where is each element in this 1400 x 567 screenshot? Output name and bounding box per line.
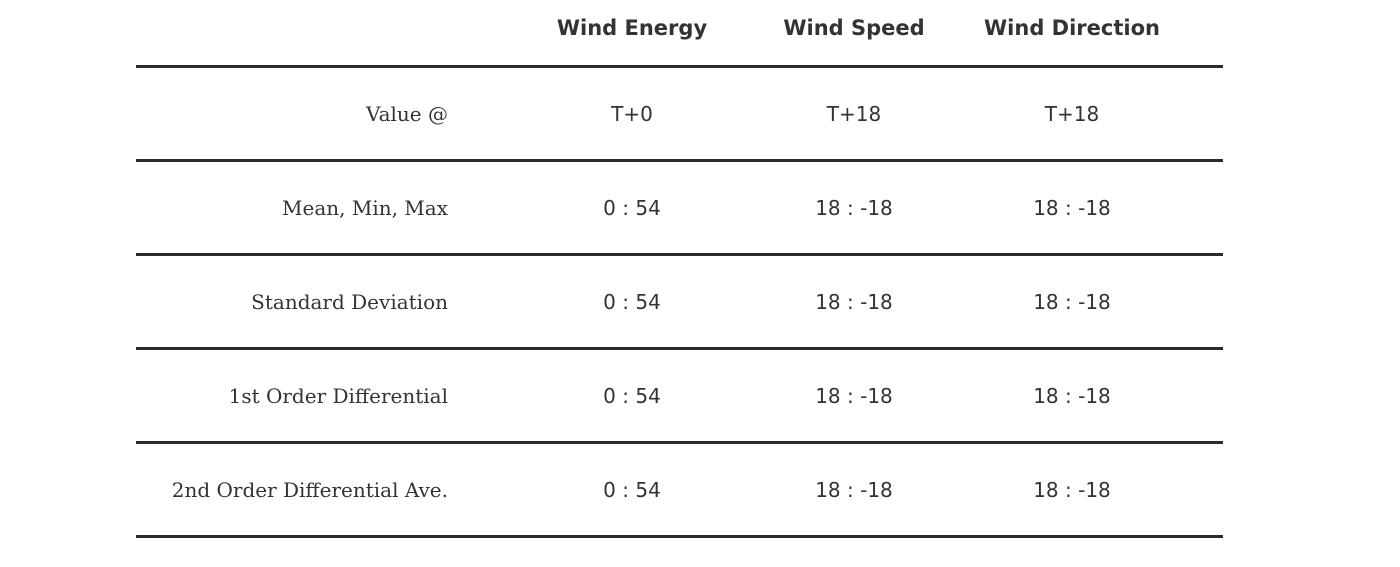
table-cell: 18 : -18 (1033, 477, 1111, 502)
table-cell: 18 : -18 (1033, 289, 1111, 314)
row-label: Mean, Min, Max (282, 195, 448, 220)
table-row: Mean, Min, Max 0 : 54 18 : -18 18 : -18 (136, 162, 1223, 256)
row-label: Standard Deviation (251, 289, 448, 314)
column-header-wind-speed: Wind Speed (783, 15, 925, 40)
table-cell: 0 : 54 (603, 289, 661, 314)
table-cell: T+18 (1044, 101, 1100, 126)
table-cell: 18 : -18 (815, 289, 893, 314)
column-header-wind-energy: Wind Energy (556, 15, 708, 40)
table-cell: 0 : 54 (603, 195, 661, 220)
table-cell: 0 : 54 (603, 383, 661, 408)
row-label: 1st Order Differential (228, 383, 448, 408)
table-cell: 18 : -18 (815, 477, 893, 502)
table-row: Standard Deviation 0 : 54 18 : -18 18 : … (136, 256, 1223, 350)
table-cell: 18 : -18 (815, 195, 893, 220)
table-row: 2nd Order Differential Ave. 0 : 54 18 : … (136, 444, 1223, 538)
table-row: 1st Order Differential 0 : 54 18 : -18 1… (136, 350, 1223, 444)
table-cell: T+18 (826, 101, 882, 126)
table-row: Value @ T+0 T+18 T+18 (136, 68, 1223, 162)
table-cell: 18 : -18 (1033, 383, 1111, 408)
table-header-row: Wind Energy Wind Speed Wind Direction (136, 0, 1223, 68)
data-table: Wind Energy Wind Speed Wind Direction Va… (136, 0, 1223, 538)
row-label: Value @ (365, 101, 448, 126)
row-label: 2nd Order Differential Ave. (171, 477, 448, 502)
table-cell: T+0 (611, 101, 653, 126)
column-header-wind-direction: Wind Direction (984, 15, 1160, 40)
table-cell: 0 : 54 (603, 477, 661, 502)
table-cell: 18 : -18 (815, 383, 893, 408)
table-cell: 18 : -18 (1033, 195, 1111, 220)
